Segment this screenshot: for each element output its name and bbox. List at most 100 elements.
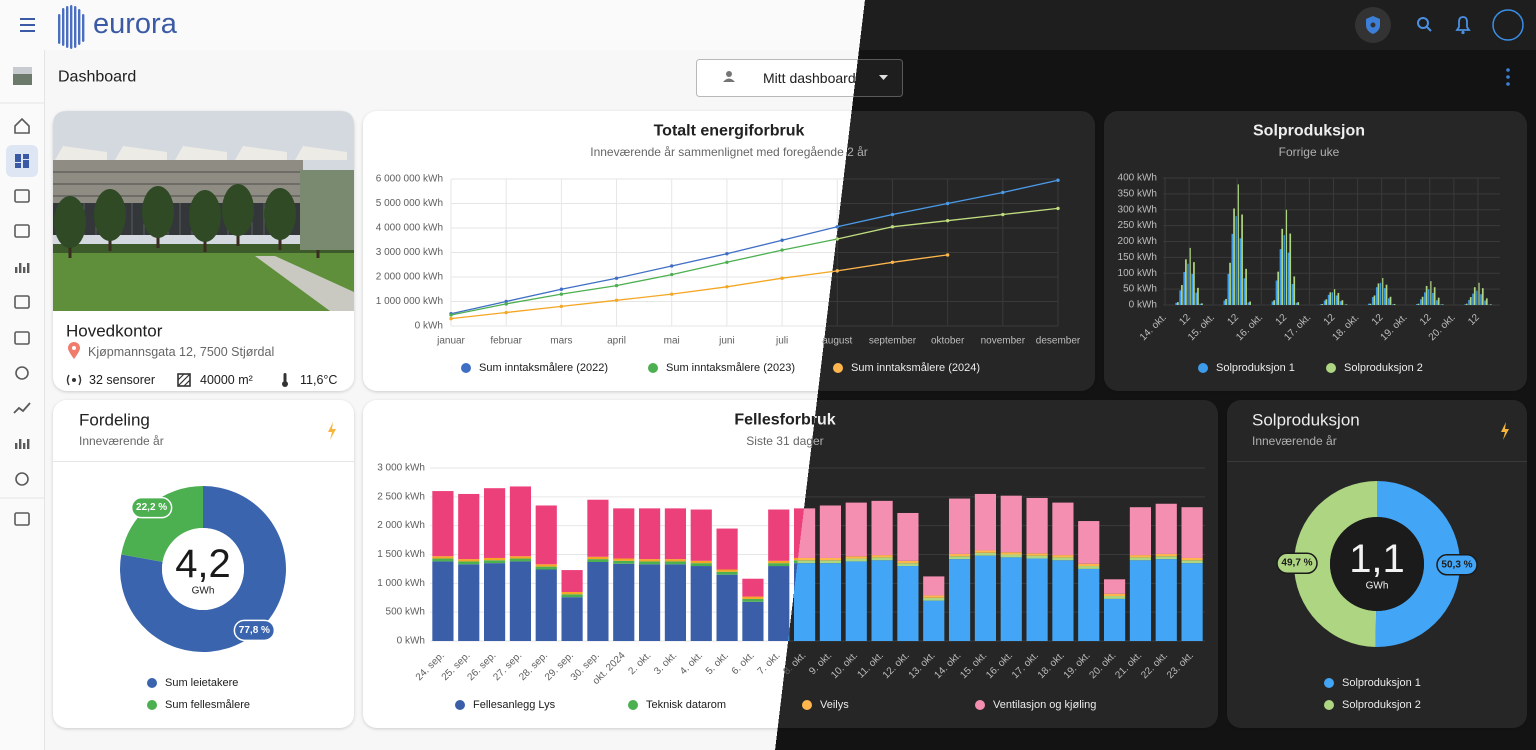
notifications-button[interactable] (1455, 16, 1471, 35)
nav-selected (6, 145, 38, 177)
bar-segment (638, 561, 661, 565)
value-label: 77,8 % (239, 625, 270, 636)
data-point (1056, 206, 1060, 211)
bar-segment (458, 561, 480, 565)
card-title: Totalt energiforbruk (654, 123, 805, 140)
x-tick-label: september (869, 336, 917, 347)
photo-roof (175, 146, 227, 160)
nav-item[interactable] (14, 189, 30, 203)
bar (1480, 294, 1482, 305)
y-tick-label: 2 000 000 kWh (376, 272, 443, 283)
bar (1417, 303, 1420, 305)
bar-segment (1155, 553, 1177, 557)
nav-item[interactable] (15, 439, 30, 449)
bar-segment (948, 556, 971, 560)
bar-segment (561, 597, 583, 641)
bar (1179, 290, 1182, 305)
bar-segment (1000, 554, 1022, 558)
legend-label: Sum inntaksmålere (2024) (851, 362, 980, 374)
nav-icon (19, 439, 22, 449)
bar-segment (535, 566, 557, 570)
bar (1468, 299, 1470, 305)
bar (1271, 301, 1274, 305)
bar-segment (561, 594, 583, 598)
menu-button[interactable] (20, 18, 35, 32)
bar-segment (819, 563, 842, 641)
nav-icon (15, 154, 21, 162)
data-point (945, 253, 950, 257)
y-tick-label: 150 kWh (1118, 252, 1157, 263)
search-button[interactable] (1417, 17, 1432, 32)
bar-segment (897, 560, 919, 564)
bar-segment (768, 563, 790, 567)
bar-segment (1026, 555, 1048, 559)
bar (1383, 288, 1386, 305)
y-tick-label: 400 kWh (1118, 173, 1157, 184)
bar (1433, 287, 1436, 305)
photo-trunk (203, 234, 207, 252)
bar-segment (923, 597, 945, 601)
nav-icon (23, 443, 26, 449)
data-point (504, 299, 508, 304)
bar-segment (1052, 560, 1074, 641)
bar-segment (1155, 503, 1177, 554)
dropdown-caret (879, 75, 888, 80)
bar (1333, 289, 1336, 305)
logo-mark (74, 6, 77, 48)
card-title: Fellesforbruk (734, 412, 835, 429)
bar (1225, 298, 1227, 305)
y-tick-label: 100 kWh (1118, 268, 1157, 279)
bar (1229, 262, 1231, 305)
bar (1345, 304, 1348, 305)
nav-item[interactable] (13, 402, 31, 414)
bar (1223, 300, 1226, 305)
card-title: Solproduksjon (1252, 411, 1360, 430)
nav-item[interactable] (15, 472, 29, 486)
y-tick-label: 350 kWh (1118, 188, 1157, 199)
bar-segment (819, 557, 842, 561)
photo-roof (55, 146, 107, 160)
bar (1441, 304, 1444, 305)
nav-item[interactable] (14, 295, 30, 309)
nav-item[interactable] (14, 224, 30, 238)
search-icon (1417, 17, 1429, 29)
user-avatar[interactable] (1492, 9, 1524, 41)
bar-segment (716, 571, 738, 575)
data-point (614, 276, 619, 280)
bar-segment (690, 566, 712, 641)
dashboard-select[interactable] (696, 59, 903, 97)
bar-segment (871, 500, 893, 556)
bar-segment (638, 564, 661, 641)
nav-item[interactable] (14, 512, 30, 526)
bar-segment (768, 509, 790, 561)
more-menu[interactable] (1506, 68, 1510, 86)
data-point (504, 310, 508, 315)
logo-mark (82, 14, 85, 42)
bar (1239, 238, 1242, 305)
x-tick-label: februar (490, 336, 522, 347)
menu-icon-line (20, 24, 35, 26)
legend-swatch (833, 363, 843, 373)
bar-segment (897, 566, 919, 641)
bar-segment (458, 493, 480, 560)
legend-swatch (461, 363, 471, 373)
donut-total: 4,2 (175, 542, 231, 586)
bar-segment (1103, 593, 1126, 597)
nav-icon (14, 117, 30, 134)
nav-item[interactable] (15, 263, 30, 273)
data-point (725, 260, 729, 264)
photo-trunk (236, 228, 240, 246)
bar-segment (742, 598, 764, 602)
nav-item[interactable] (15, 154, 29, 168)
search-icon (1426, 26, 1432, 32)
bar (1285, 209, 1288, 305)
data-point (1001, 212, 1005, 217)
donut-center (1330, 517, 1424, 611)
logo-mark (62, 8, 65, 46)
nav-item[interactable] (14, 331, 30, 345)
nav-item[interactable] (14, 117, 30, 134)
nav-item[interactable] (15, 366, 29, 380)
data-point (559, 287, 564, 291)
nav-icon (14, 512, 30, 526)
data-point (890, 260, 895, 264)
